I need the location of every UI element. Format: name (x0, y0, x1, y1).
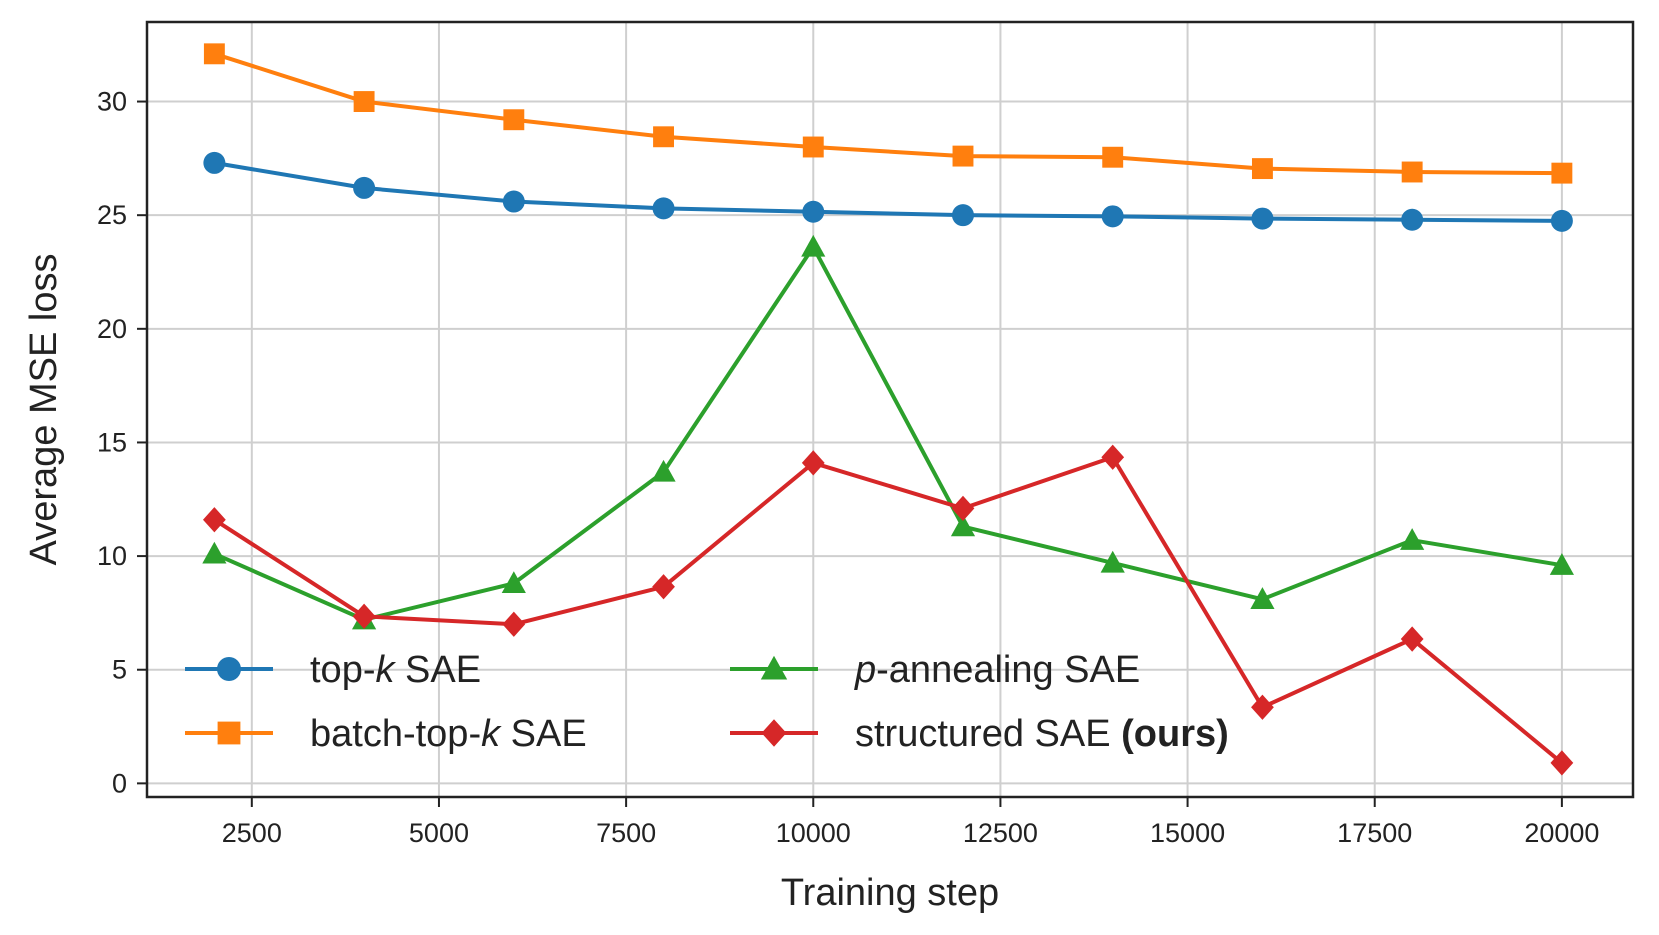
y-tick-label: 30 (97, 87, 127, 117)
data-point-circle (1401, 208, 1424, 231)
data-point-square (353, 91, 375, 112)
series-line-square (213, 51, 1562, 176)
data-point-square (203, 43, 225, 65)
legend-label-part: structured SAE (855, 713, 1121, 755)
x-tick-label: 5000 (409, 818, 469, 848)
legend-label-part: batch-top- (310, 713, 481, 755)
legend-label-part: SAE (500, 713, 587, 755)
data-point-triangle (501, 571, 526, 594)
x-tick-label: 2500 (222, 818, 282, 848)
data-point-square (1102, 146, 1124, 168)
data-point-triangle (1250, 587, 1275, 609)
legend-marker-square (217, 721, 241, 745)
data-point-circle (353, 176, 376, 199)
y-tick-label: 5 (112, 655, 127, 685)
data-point-square (503, 109, 525, 131)
x-tick-label: 10000 (776, 818, 851, 848)
legend-label-part: SAE (394, 649, 481, 691)
legend-label-part: k (375, 649, 396, 691)
data-point-triangle (1400, 528, 1425, 550)
data-point-diamond (1251, 694, 1274, 720)
x-tick-label: 17500 (1337, 818, 1412, 848)
legend-label-part: k (481, 713, 502, 755)
data-point-square (1251, 158, 1273, 180)
series-markers (202, 43, 1574, 776)
data-point-diamond (1400, 626, 1424, 652)
data-point-circle (1550, 209, 1573, 232)
data-point-diamond (801, 450, 825, 476)
x-tick-label: 12500 (963, 818, 1038, 848)
legend-label-square: batch-top-k SAE (310, 713, 587, 755)
x-tick-label: 15000 (1150, 818, 1225, 848)
y-tick-label: 25 (97, 200, 127, 230)
x-tick-label: 7500 (596, 818, 656, 848)
legend-marker-triangle (760, 655, 788, 680)
legend-label-part: -annealing SAE (876, 649, 1140, 691)
series-line-diamond (213, 455, 1564, 765)
data-point-triangle (950, 514, 976, 537)
data-point-square (952, 145, 974, 167)
legend-marker-diamond (761, 719, 787, 747)
legend-label-part: (ours) (1121, 713, 1229, 755)
x-axis-title: Training step (781, 872, 999, 914)
data-point-circle (802, 200, 825, 223)
y-tick-label: 0 (112, 768, 127, 798)
legend-label-diamond: structured SAE (ours) (855, 713, 1229, 755)
legend-label-part: top- (310, 649, 375, 691)
data-point-diamond (352, 603, 376, 629)
data-point-diamond (202, 507, 226, 533)
legend-label-part: p (854, 649, 876, 691)
data-point-diamond (1550, 750, 1574, 776)
series-lines (213, 51, 1564, 765)
data-point-triangle (801, 234, 826, 257)
data-point-triangle (651, 459, 676, 482)
axis-ticks: 2500 5000 7500 10000 12500 15000 17500 20000 0 5 1… (97, 87, 1599, 848)
data-point-circle (652, 197, 675, 220)
data-point-square (802, 136, 824, 158)
series-line-triangle (213, 245, 1563, 622)
y-tick-label: 10 (97, 541, 127, 571)
data-point-circle (1251, 207, 1274, 230)
data-point-square (653, 126, 674, 148)
data-point-circle (1101, 205, 1124, 228)
y-tick-label: 20 (97, 314, 127, 344)
data-point-triangle (1549, 553, 1574, 575)
plot-frame (145, 20, 1635, 799)
data-point-diamond (652, 574, 675, 600)
data-point-square (1401, 161, 1423, 183)
data-point-triangle (202, 541, 227, 564)
data-point-diamond (502, 611, 526, 637)
y-axis-title: Average MSE loss (23, 254, 65, 566)
data-point-diamond (1101, 444, 1125, 470)
data-point-triangle (1100, 550, 1125, 573)
data-point-circle (502, 190, 525, 213)
legend-label-triangle: p-annealing SAE (854, 649, 1140, 691)
data-point-square (1551, 162, 1573, 184)
y-tick-label: 15 (97, 427, 127, 457)
data-point-diamond (951, 495, 975, 522)
legend-marker-circle (217, 657, 241, 681)
x-tick-label: 20000 (1524, 818, 1599, 848)
data-point-circle (951, 204, 974, 227)
data-point-circle (203, 151, 226, 174)
series-line-circle (214, 160, 1562, 223)
legend-label-circle: top-k SAE (310, 649, 481, 691)
